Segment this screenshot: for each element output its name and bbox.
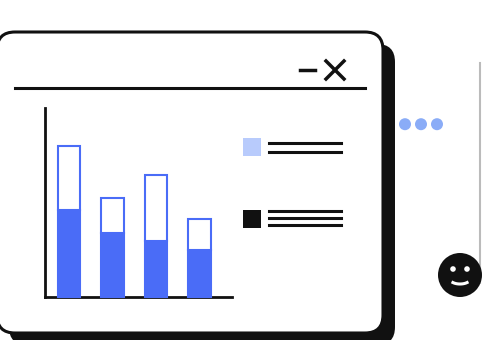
Bar — [188, 250, 210, 297]
Circle shape — [464, 266, 470, 272]
Bar — [144, 175, 167, 241]
Bar — [242, 138, 260, 156]
Bar — [144, 241, 167, 297]
Bar — [188, 219, 210, 250]
Bar — [58, 210, 80, 297]
Bar — [101, 233, 124, 297]
Circle shape — [399, 118, 411, 130]
Circle shape — [450, 266, 456, 272]
Circle shape — [415, 118, 427, 130]
Bar — [58, 146, 80, 210]
Circle shape — [438, 253, 482, 297]
Bar — [242, 209, 260, 227]
Bar — [101, 198, 124, 233]
FancyBboxPatch shape — [0, 32, 383, 333]
FancyBboxPatch shape — [9, 44, 395, 340]
Circle shape — [431, 118, 443, 130]
